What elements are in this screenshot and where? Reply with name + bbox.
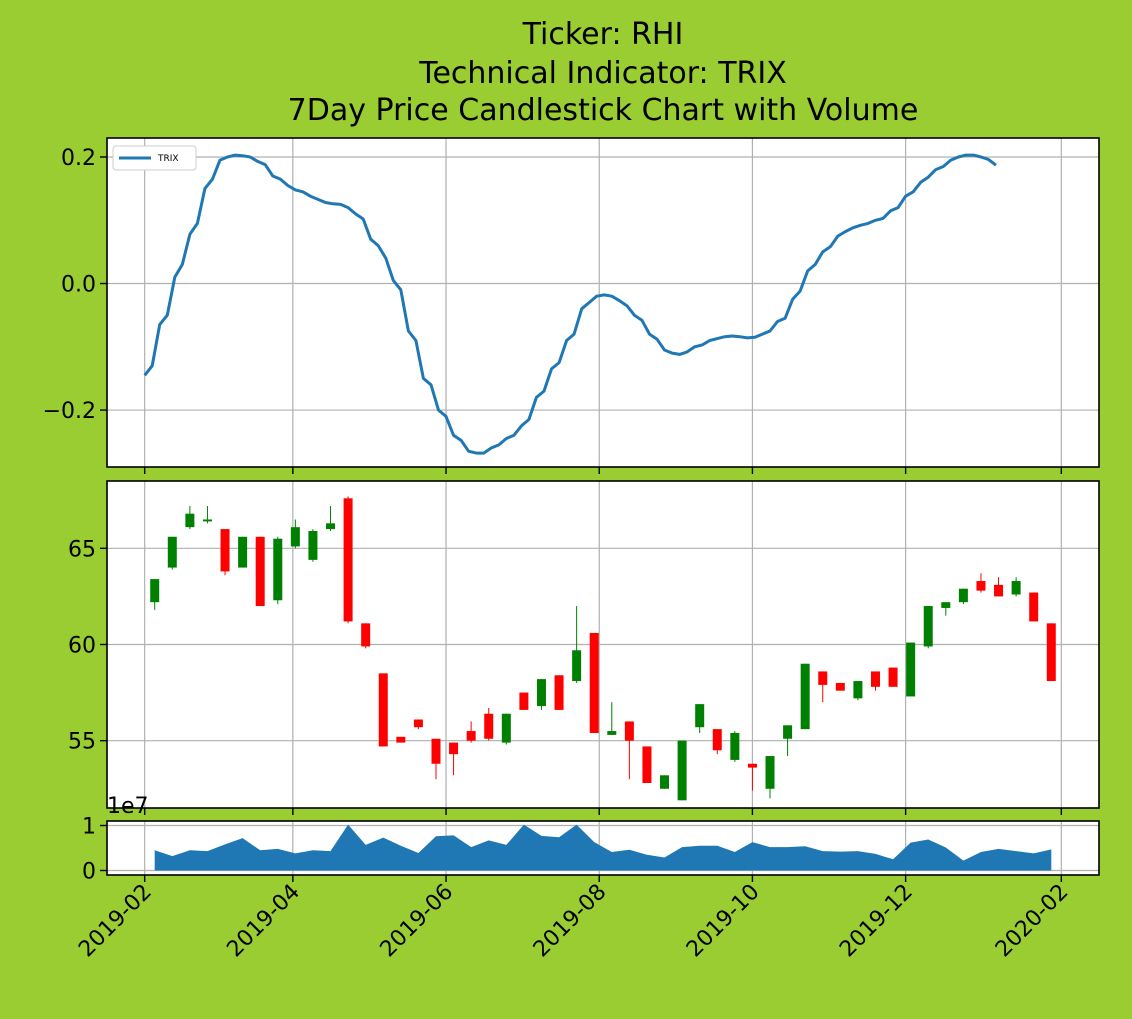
chart-title-line-2: Technical Indicator: TRIX: [418, 56, 787, 91]
candle-body: [589, 632, 599, 733]
volume-panel: 10: [82, 815, 1100, 885]
candle-body: [185, 513, 195, 528]
candle-body: [554, 675, 564, 710]
candle-body: [536, 679, 546, 707]
candle-body: [466, 731, 476, 741]
trix-plot-area: [107, 138, 1099, 467]
candle-body: [396, 736, 406, 743]
candle-body: [624, 721, 634, 741]
candle-body: [361, 623, 371, 647]
candle-body: [431, 738, 441, 764]
candle-body: [923, 606, 933, 647]
candle-body: [572, 650, 582, 682]
volume-axes-frame: [106, 820, 1100, 876]
chart-title-line-3: 7Day Price Candlestick Chart with Volume: [288, 93, 919, 128]
candle-body: [800, 663, 810, 730]
candle-body: [519, 692, 529, 710]
legend-label-trix: TRIX: [157, 154, 179, 164]
candle-body: [870, 671, 880, 687]
candle-body: [484, 713, 494, 739]
volume-y-tick-label: 0: [82, 860, 96, 885]
candle-body: [994, 584, 1004, 597]
candle-body: [818, 671, 828, 685]
candle-body: [976, 581, 986, 591]
trix-legend: TRIX: [112, 145, 197, 171]
candle-body: [238, 536, 248, 568]
candle-body: [835, 682, 845, 691]
candle-body: [1046, 623, 1056, 682]
trix-line: [143, 153, 997, 455]
trix-axes-frame: [106, 137, 1100, 468]
candle-body: [449, 742, 459, 755]
candle-body: [273, 538, 283, 601]
candle-body: [255, 536, 265, 607]
trix-panel: 0.2 0.0 −0.2: [43, 137, 1100, 474]
candle-body: [1029, 592, 1039, 622]
candle-body: [660, 775, 670, 789]
price-y-tick-label: 65: [68, 537, 96, 562]
price-y-tick-label: 60: [68, 634, 96, 659]
price-y-tick-label: 55: [68, 730, 96, 755]
candle-body: [308, 531, 318, 560]
candle-body: [413, 719, 423, 728]
candle-body: [958, 588, 968, 603]
volume-y-tick-label: 1: [82, 815, 96, 840]
candle-body: [167, 536, 177, 568]
legend-box: [112, 145, 197, 171]
candle-body: [853, 681, 863, 699]
candle-body: [941, 602, 951, 608]
candle-body: [607, 731, 617, 735]
candle-body: [220, 529, 230, 572]
candle-body: [747, 763, 757, 768]
trix-y-tick-label: −0.2: [43, 399, 96, 424]
candle-body: [150, 579, 160, 603]
trix-y-tick-label: 0.0: [61, 273, 96, 298]
candle-body: [642, 746, 652, 783]
candle-body: [501, 713, 511, 743]
chart-title-line-1: Ticker: RHI: [522, 17, 684, 52]
candle-body: [378, 673, 388, 747]
candle-body: [326, 523, 336, 530]
candle-body: [765, 756, 775, 789]
candle-body: [695, 704, 705, 728]
candle-body: [202, 519, 212, 522]
price-panel: 65 60 55: [68, 480, 1100, 815]
candle-body: [1011, 581, 1021, 595]
candle-body: [783, 725, 793, 739]
volume-scale-label: 1e7: [107, 794, 149, 819]
candle-body: [343, 498, 353, 622]
candle-body: [290, 527, 300, 547]
candle-body: [906, 642, 916, 697]
candle-body: [730, 732, 740, 760]
candle-body: [888, 667, 898, 687]
candle-body: [712, 729, 722, 751]
candle-body: [677, 740, 687, 801]
trix-y-tick-label: 0.2: [61, 146, 96, 171]
volume-area: [154, 824, 1052, 871]
